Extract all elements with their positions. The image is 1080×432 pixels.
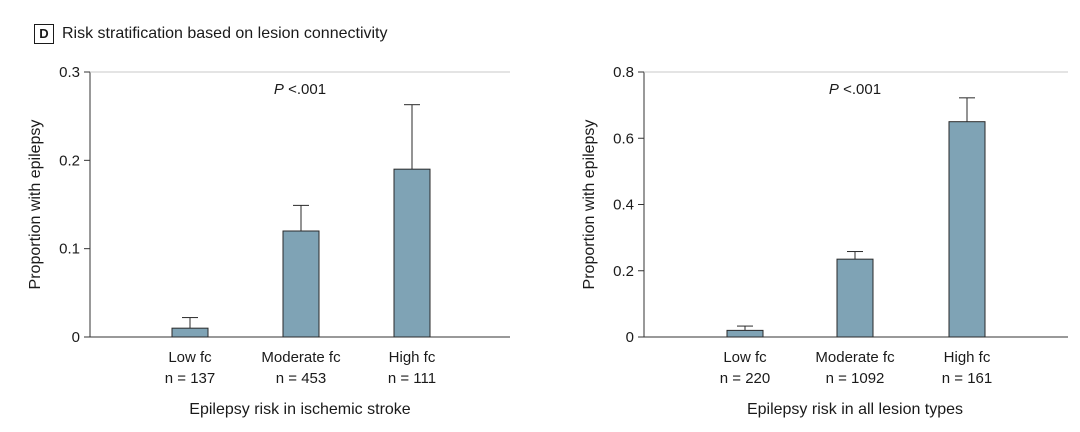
- sample-size-label: n = 137: [165, 370, 215, 387]
- panel-label: D: [34, 24, 54, 44]
- y-tick-label: 0.2: [613, 263, 634, 280]
- y-tick-label: 0.6: [613, 130, 634, 147]
- y-tick-label: 0.2: [59, 152, 80, 169]
- x-axis-label: Epilepsy risk in ischemic stroke: [189, 401, 411, 418]
- sample-size-label: n = 161: [942, 370, 992, 387]
- bar: [282, 230, 320, 338]
- y-tick-label: 0: [72, 329, 80, 346]
- bar: [836, 258, 874, 338]
- chart-ischemic-stroke: 0 0.1 0.2 0.3 Proportion with epilepsy P <.00…: [27, 64, 510, 418]
- panel-header: D Risk stratification based on lesion co…: [34, 22, 388, 46]
- sample-size-label: n = 111: [388, 370, 436, 387]
- y-tick-label: 0.8: [613, 64, 634, 81]
- category-label: Low fc: [168, 349, 212, 366]
- y-tick-label: 0.1: [59, 241, 80, 258]
- bar: [393, 168, 431, 338]
- p-value-annotation: P <.001: [274, 81, 326, 98]
- category-label: Moderate fc: [815, 349, 895, 366]
- y-tick-label: 0.4: [613, 197, 634, 214]
- sample-size-label: n = 453: [276, 370, 326, 387]
- y-tick-label: 0.3: [59, 64, 80, 81]
- chart-all-lesion-types: 0 0.2 0.4 0.6 0.8 Proportion with epilepsy P <…: [581, 64, 1068, 418]
- bar: [171, 327, 209, 338]
- bar: [948, 121, 986, 338]
- sample-size-label: n = 1092: [826, 370, 885, 387]
- y-axis-label: Proportion with epilepsy: [27, 120, 44, 290]
- panel-title: Risk stratification based on lesion conn…: [62, 25, 388, 42]
- sample-size-label: n = 220: [720, 370, 770, 387]
- category-label: Low fc: [723, 349, 767, 366]
- x-axis-label: Epilepsy risk in all lesion types: [747, 401, 963, 418]
- p-value-annotation: P <.001: [829, 81, 881, 98]
- bar: [726, 329, 764, 338]
- y-axis-label: Proportion with epilepsy: [581, 120, 598, 290]
- category-label: High fc: [389, 349, 436, 366]
- y-tick-label: 0: [626, 329, 634, 346]
- category-label: Moderate fc: [261, 349, 341, 366]
- category-label: High fc: [944, 349, 991, 366]
